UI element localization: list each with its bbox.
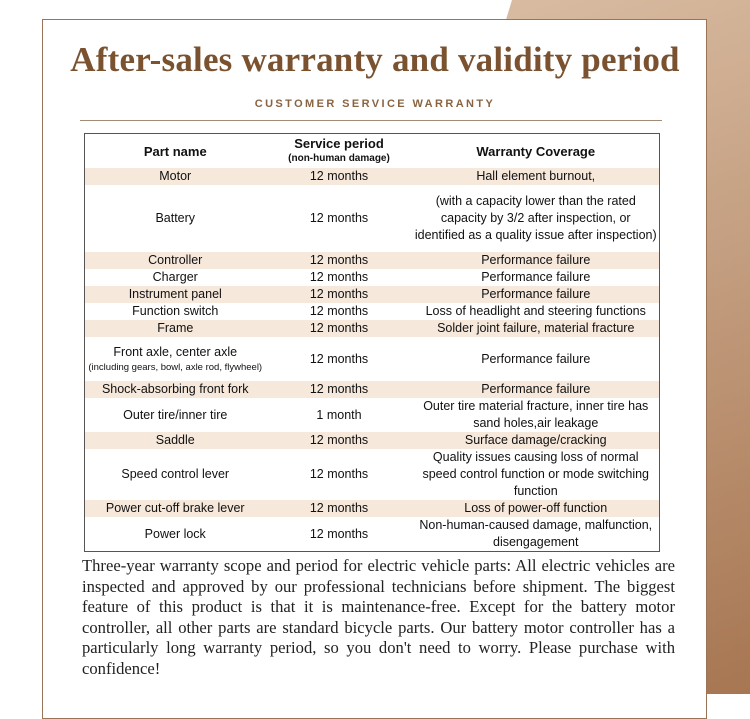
part-name: Shock-absorbing front fork <box>101 382 249 396</box>
part-name: Charger <box>152 270 198 284</box>
header-part: Part name <box>143 143 207 159</box>
cell-period: 12 months <box>265 286 413 303</box>
cell-period: 12 months <box>309 211 369 225</box>
cell-coverage: Performance failure <box>412 286 660 303</box>
cell-period: 12 months <box>265 432 413 449</box>
cell-coverage: Non-human-caused damage, malfunction, di… <box>419 518 653 549</box>
part-name: Saddle <box>155 433 195 447</box>
cell-period: 12 months <box>265 252 413 269</box>
cell-coverage: Performance failure <box>481 270 591 284</box>
table-row: Shock-absorbing front fork 12 months Per… <box>84 381 660 398</box>
header-coverage: Warranty Coverage <box>476 143 596 159</box>
part-name: Frame <box>157 321 194 335</box>
part-name: Function switch <box>132 304 219 318</box>
table-row: Motor 12 months Hall element burnout, <box>84 168 660 185</box>
part-name: Battery <box>155 211 196 225</box>
cell-period: 12 months <box>309 304 369 318</box>
cell-coverage: Outer tire material fracture, inner tire… <box>423 399 649 430</box>
part-name: Power cut-off brake lever <box>105 501 245 515</box>
cell-part: Instrument panel <box>84 286 266 303</box>
table-row: Instrument panel 12 months Performance f… <box>84 286 660 303</box>
table-row: Function switch 12 months Loss of headli… <box>85 303 660 320</box>
part-note: (including gears, bowl, axle rod, flywhe… <box>88 362 263 373</box>
cell-part: Front axle, center axle (including gears,… <box>85 337 266 381</box>
cell-coverage: (with a capacity lower than the rated ca… <box>414 194 657 242</box>
warranty-description: Three-year warranty scope and period for… <box>82 556 675 678</box>
cell-coverage: Performance failure <box>412 381 660 398</box>
cell-period: 12 months <box>309 351 369 366</box>
cell-period: 12 months <box>309 526 369 541</box>
warranty-card <box>42 19 707 719</box>
page-title: After-sales warranty and validity period <box>70 40 680 79</box>
cell-coverage: Loss of power-off function <box>412 500 660 517</box>
table-row: Outer tire/inner tire 1 month Outer tire… <box>85 398 660 432</box>
cell-part: Battery <box>85 185 266 252</box>
cell-period: 12 months <box>265 381 413 398</box>
part-name: Front axle, center axle <box>113 345 238 359</box>
part-name: Controller <box>148 253 203 267</box>
cell-coverage: Quality issues causing loss of normal sp… <box>422 450 649 498</box>
warranty-table: Part name Service period (non-human damag… <box>84 133 660 552</box>
cell-part: Outer tire/inner tire <box>85 398 266 432</box>
part-name: Speed control lever <box>121 467 230 481</box>
table-row: Saddle 12 months Surface damage/cracking <box>84 432 660 449</box>
part-name: Outer tire/inner tire <box>123 407 228 422</box>
cell-part: Controller <box>84 252 266 269</box>
table-row: Frame 12 months Solder joint failure, ma… <box>84 320 660 337</box>
part-name: Motor <box>159 169 192 183</box>
cell-part: Speed control lever <box>85 449 266 500</box>
cell-coverage: Solder joint failure, material fracture <box>412 320 660 337</box>
cell-part: Frame <box>84 320 266 337</box>
table-row: Front axle, center axle (including gears,… <box>85 337 660 381</box>
cell-part: Shock-absorbing front fork <box>84 381 266 398</box>
cell-part: Saddle <box>84 432 266 449</box>
cell-part: Motor <box>84 168 266 185</box>
cell-part: Power lock <box>85 517 266 552</box>
cell-period: 12 months <box>265 320 413 337</box>
table-row: Power cut-off brake lever 12 months Loss… <box>84 500 660 517</box>
cell-part: Charger <box>85 269 266 286</box>
cell-coverage: Performance failure <box>412 252 660 269</box>
cell-coverage: Surface damage/cracking <box>412 432 660 449</box>
part-name: Instrument panel <box>128 287 222 301</box>
subtitle: CUSTOMER SERVICE WARRANTY <box>254 98 496 110</box>
table-row: Controller 12 months Performance failure <box>84 252 660 269</box>
cell-period: 12 months <box>265 168 413 185</box>
header-period-label: Service period <box>294 136 384 151</box>
table-row: Charger 12 months Performance failure <box>85 269 660 286</box>
table-row: Power lock 12 months Non-human-caused da… <box>85 517 660 552</box>
cell-coverage: Performance failure <box>481 351 591 366</box>
cell-period: 1 month <box>316 407 362 422</box>
table-row: Battery 12 months (with a capacity lower… <box>85 185 660 252</box>
cell-period: 12 months <box>265 500 413 517</box>
cell-coverage: Hall element burnout, <box>412 168 660 185</box>
header-period-note: (non-human damage) <box>288 153 390 164</box>
cell-coverage: Loss of headlight and steering functions <box>425 304 646 318</box>
cell-part: Function switch <box>85 303 266 320</box>
cell-part: Power cut-off brake lever <box>84 500 266 517</box>
cell-period: 12 months <box>309 467 369 481</box>
cell-period: 12 months <box>309 270 369 284</box>
table-header-row: Part name Service period (non-human damag… <box>85 134 660 169</box>
part-name: Power lock <box>144 526 206 541</box>
header-period: Service period (non-human damage) <box>266 134 413 169</box>
divider <box>80 120 662 121</box>
table-row: Speed control lever 12 months Quality is… <box>85 449 660 500</box>
